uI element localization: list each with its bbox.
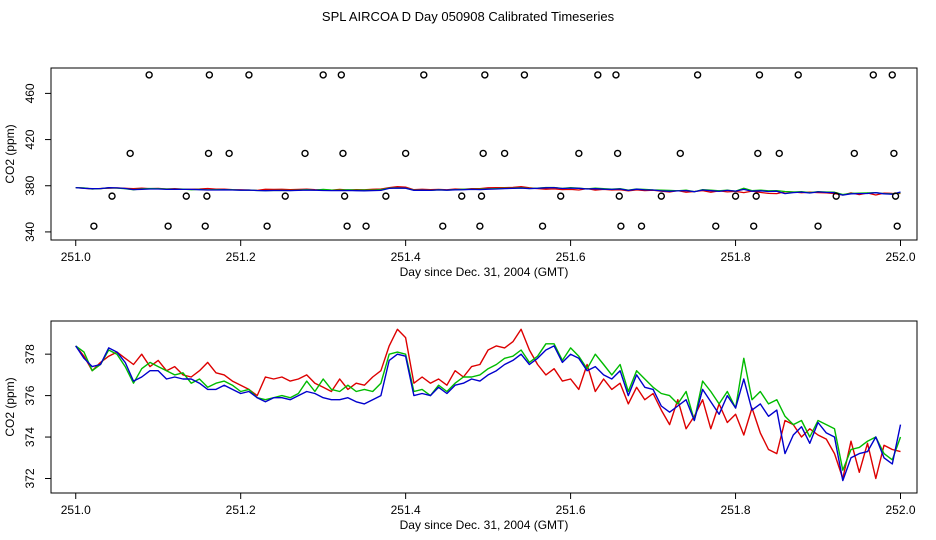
calibration-point: [850, 149, 859, 158]
calibration-point: [362, 222, 370, 230]
calibration-point: [612, 71, 620, 79]
calibration-point: [538, 222, 547, 230]
series-line-blue: [75, 345, 902, 482]
y-tick-label: 374: [23, 427, 37, 447]
calibration-point: [201, 222, 209, 230]
calibration-point: [477, 192, 486, 200]
calibration-point: [754, 149, 762, 158]
x-tick-label: 251.8: [721, 250, 751, 264]
calibration-point: [182, 192, 190, 200]
calibration-point: [245, 71, 253, 79]
calibration-point: [869, 71, 877, 79]
calibration-point: [693, 71, 702, 79]
series-line-red: [75, 328, 901, 480]
calibration-point: [204, 149, 213, 158]
calibration-point: [893, 222, 901, 230]
calibration-point: [657, 192, 666, 200]
calibration-point: [281, 192, 289, 200]
calibration-point: [126, 149, 134, 158]
series-line-blue: [75, 186, 901, 196]
calibration-point: [594, 71, 602, 79]
calibration-point: [479, 149, 487, 158]
calibration-point: [90, 222, 98, 230]
calibration-point: [557, 192, 565, 200]
x-tick-label: 252.0: [885, 503, 915, 517]
calibration-point: [203, 192, 211, 200]
calibration-point: [319, 71, 327, 79]
calibration-point: [164, 222, 172, 230]
calibration-point: [343, 222, 351, 230]
x-tick-label: 251.2: [226, 250, 256, 264]
calibration-point: [145, 71, 153, 79]
x-axis-label: Day since Dec. 31, 2004 (GMT): [400, 518, 569, 532]
x-tick-label: 251.4: [391, 250, 421, 264]
x-tick-label: 251.2: [226, 503, 256, 517]
calibration-point: [401, 149, 410, 158]
calibration-point: [108, 192, 116, 200]
calibration-point: [481, 71, 489, 79]
plot-frame: [50, 320, 918, 494]
calibration-point: [225, 149, 233, 158]
x-tick-label: 251.8: [721, 503, 751, 517]
calibration-point: [439, 222, 447, 230]
calibration-point: [888, 71, 896, 79]
calibration-point: [520, 71, 529, 79]
calibration-point: [731, 192, 740, 200]
calibration-point: [775, 149, 783, 158]
calibration-point: [500, 149, 509, 158]
calibration-point: [794, 71, 802, 79]
calibration-point: [749, 222, 758, 230]
x-tick-label: 251.0: [61, 503, 91, 517]
y-tick-label: 378: [23, 344, 37, 364]
x-tick-label: 252.0: [885, 250, 915, 264]
calibration-point: [891, 192, 900, 200]
y-tick-label: 420: [23, 129, 37, 149]
calibration-point: [301, 149, 309, 158]
calibration-point: [420, 71, 428, 79]
x-tick-label: 251.4: [391, 503, 421, 517]
y-axis-label: CO2 (ppm): [3, 377, 17, 436]
calibration-point: [575, 149, 583, 158]
calibration-point: [890, 149, 898, 158]
y-tick-label: 460: [23, 83, 37, 103]
calibration-point: [205, 71, 214, 79]
x-axis-label: Day since Dec. 31, 2004 (GMT): [400, 265, 569, 279]
calibration-point: [637, 222, 646, 230]
calibration-point: [712, 222, 720, 230]
y-tick-label: 372: [23, 468, 37, 488]
calibration-point: [340, 192, 349, 200]
calibration-point: [458, 192, 466, 200]
calibration-point: [337, 71, 346, 79]
calibration-point: [676, 149, 684, 158]
top-panel: 251.0 251.2 251.4 251.6 251.8 252.0 Day since …: [3, 67, 918, 279]
calibration-point: [617, 222, 625, 230]
calibration-point: [382, 192, 390, 200]
y-tick-label: 380: [23, 175, 37, 195]
calibration-point: [832, 192, 840, 200]
calibration-point: [476, 222, 484, 230]
calibration-point: [339, 149, 347, 158]
x-tick-label: 251.0: [61, 250, 91, 264]
plot-frame: [50, 67, 918, 241]
y-axis-label: CO2 (ppm): [3, 124, 17, 183]
calibration-point: [615, 192, 623, 200]
calibration-point: [752, 192, 760, 200]
calibration-point: [263, 222, 271, 230]
y-tick-label: 340: [23, 222, 37, 242]
bottom-panel: 251.0 251.2 251.4 251.6 251.8 252.0 Day since …: [3, 320, 918, 532]
x-tick-label: 251.6: [556, 250, 586, 264]
series-line-red: [75, 186, 901, 196]
figure-title: SPL AIRCOA D Day 050908 Calibrated Times…: [321, 9, 615, 24]
calibration-point: [613, 149, 622, 158]
x-tick-label: 251.6: [556, 503, 586, 517]
series-line-green: [75, 343, 902, 471]
calibration-point: [814, 222, 822, 230]
y-tick-label: 376: [23, 385, 37, 405]
calibration-point: [755, 71, 764, 79]
